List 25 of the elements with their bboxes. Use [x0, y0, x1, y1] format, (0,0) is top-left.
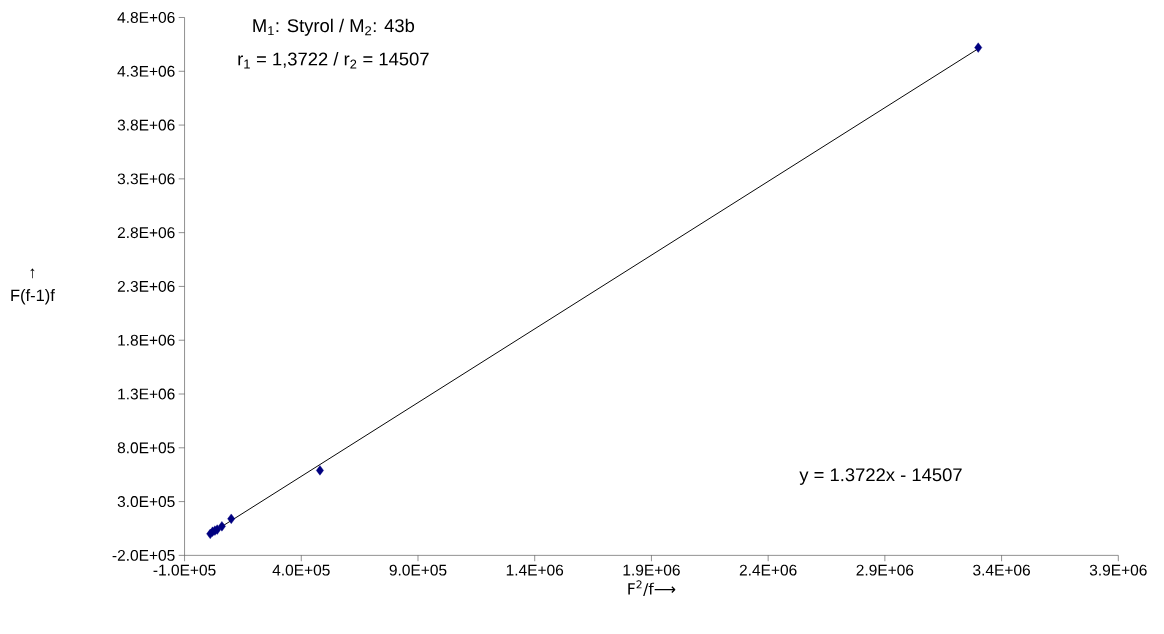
x-tick-label: 2.4E+06	[739, 564, 797, 576]
y-tick-label: 3.0E+05	[117, 496, 175, 507]
x-tick-label: 1.4E+06	[506, 564, 564, 576]
y-tick-label: 3.8E+06	[117, 119, 175, 131]
y-tick-label: 8.0E+05	[117, 442, 175, 454]
x-tick-label: 3.9E+06	[1089, 564, 1147, 576]
y-tick-label: 2.3E+06	[117, 280, 175, 292]
x-tick-label: 9.0E+05	[389, 564, 447, 576]
y-tick-label: 1.3E+06	[118, 388, 175, 400]
y-tick-label: 4.3E+06	[117, 65, 175, 77]
annotation: M$_{1}$: Styrol / M$_{2}$: 43b	[253, 18, 415, 36]
x-tick-label: 3.4E+06	[973, 564, 1030, 576]
y-tick-label: 3.3E+06	[117, 173, 175, 185]
x-tick-label: 1.9E+06	[623, 564, 680, 576]
y-tick-label: -2.0E+05	[112, 549, 175, 561]
y-tick-label: 4.8E+06	[117, 11, 175, 23]
y-tick-label: 2.8E+06	[117, 227, 175, 239]
x-tick-label: -1.0E+05	[153, 564, 216, 576]
annotation: r$_{1}$ = 1,3722 / r$_{2}$ = 14507	[238, 51, 429, 69]
y-tick-label: 1.8E+06	[118, 334, 175, 346]
x-tick-label: 2.9E+06	[856, 564, 914, 576]
x-axis-title: F$^{2}$/f⟶	[628, 580, 676, 596]
y-axis-title: ↑ F(f-1)f	[11, 268, 55, 305]
annotation: y = 1.3722x - 14507	[799, 468, 962, 485]
x-tick-label: 4.0E+05	[272, 564, 330, 576]
